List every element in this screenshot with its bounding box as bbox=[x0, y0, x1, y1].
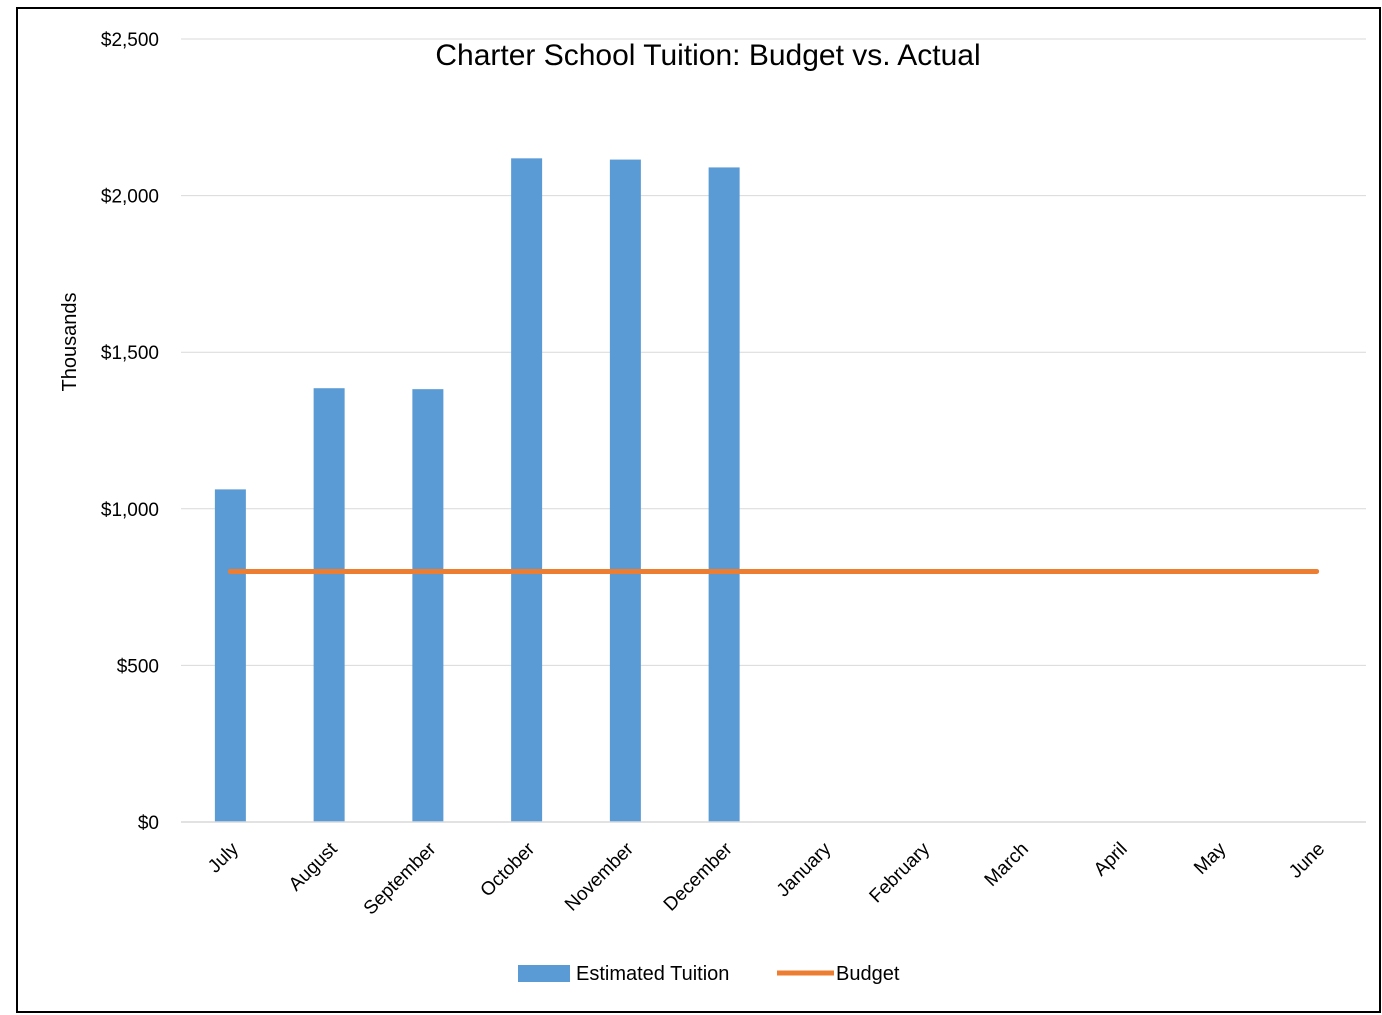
y-axis-tick-labels: $0 $500 $1,000 $1,500 $2,000 $2,500 bbox=[101, 30, 159, 834]
y-tick-label: $1,500 bbox=[101, 343, 159, 364]
legend-swatch-estimated-tuition bbox=[518, 965, 570, 982]
y-tick-label: $0 bbox=[138, 813, 159, 834]
legend-label-budget: Budget bbox=[836, 963, 900, 985]
bar-september bbox=[412, 389, 444, 822]
legend-label-estimated-tuition: Estimated Tuition bbox=[576, 963, 729, 985]
bar-august bbox=[313, 388, 345, 822]
y-tick-label: $500 bbox=[117, 656, 159, 677]
legend: Estimated Tuition Budget bbox=[518, 963, 900, 985]
bar-july bbox=[214, 489, 246, 822]
gridlines bbox=[181, 38, 1366, 666]
y-axis-label: Thousands bbox=[59, 293, 81, 392]
bar-december bbox=[708, 167, 740, 823]
bar-november bbox=[609, 159, 641, 822]
chart-title: Charter School Tuition: Budget vs. Actua… bbox=[435, 39, 980, 72]
bar-october bbox=[511, 158, 543, 822]
bar-series-estimated-tuition bbox=[214, 158, 740, 823]
y-tick-label: $2,500 bbox=[101, 30, 159, 51]
y-tick-label: $1,000 bbox=[101, 500, 159, 521]
y-tick-label: $2,000 bbox=[101, 187, 159, 208]
